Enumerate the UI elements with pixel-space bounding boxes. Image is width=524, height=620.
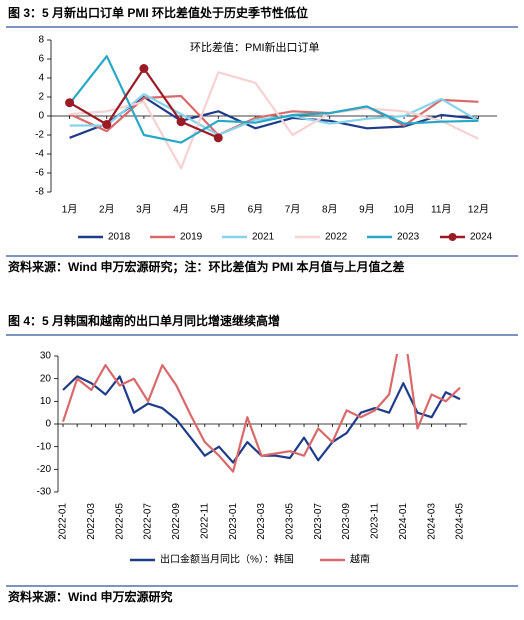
point [65,98,75,108]
series-line [68,55,479,144]
x-tick-label: 2023-09 [341,503,352,540]
x-tick-label: 1月 [62,204,78,216]
x-tick-label: 3月 [136,204,152,216]
y-tick-label: -4 [35,149,44,160]
y-tick-label: 0 [45,419,51,430]
figure-title: 图 4：5 月韩国和越南的出口单月同比增速继续高增 [8,313,280,328]
x-tick-label: 2024-01 [398,503,409,540]
series-line [69,95,479,139]
y-tick-label: -2 [35,130,44,141]
x-tick-label: 2022-09 [171,503,182,540]
y-tick-label: 20 [40,373,52,384]
legend-label: 越南 [350,553,370,566]
x-tick-label: 2022-11 [199,503,210,539]
legend-label: 2018 [108,232,131,243]
x-tick-label: 11月 [431,204,451,216]
point [176,117,186,127]
x-tick-label: 2022-01 [58,503,69,540]
series-line [61,354,461,473]
y-tick-label: 4 [38,73,44,84]
y-tick-label: 10 [40,396,52,407]
x-tick-label: 2022-07 [143,503,154,540]
series-line [62,375,461,464]
x-tick-label: 2月 [99,204,115,216]
x-tick-label: 2024-03 [426,503,437,540]
x-tick-label: 2022-05 [114,503,125,540]
x-tick-label: 12月 [468,204,489,216]
legend-label: 2023 [397,232,420,243]
y-tick-label: 2 [38,92,44,103]
x-tick-label: 2022-03 [86,503,97,540]
x-tick-label: 9月 [359,204,375,216]
y-tick-label: 0 [38,111,44,122]
x-tick-label: 2024-05 [455,503,466,540]
y-tick-label: 8 [38,35,44,46]
point [213,133,223,143]
x-tick-label: 2023-05 [284,503,295,540]
x-tick-label: 4月 [173,204,189,216]
figure-title: 图 3：5 月新出口订单 PMI 环比差值处于历史季节性低位 [8,5,308,20]
legend-label: 2022 [325,232,348,243]
point [139,64,149,73]
x-tick-label: 7月 [285,204,301,216]
source: 资料来源：Wind 申万宏源研究 [8,589,173,604]
y-tick-label: 30 [40,351,52,362]
y-tick-label: -8 [35,187,44,198]
x-tick-label: 2023-11 [370,503,381,539]
x-tick-label: 5月 [210,204,226,216]
plot [61,354,461,473]
y-tick-label: -10 [37,441,52,452]
x-tick-label: 10月 [394,204,415,216]
legend-label: 出口金额当月同比（%）：韩国 [160,553,294,566]
annotation: 环比差值：PMI新出口订单 [190,40,320,54]
x-tick-label: 8月 [322,204,338,216]
x-tick-label: 6月 [248,204,264,216]
series-line [69,71,479,170]
y-tick-label: -30 [37,487,52,498]
x-tick-label: 2023-07 [313,503,324,540]
legend-label: 2021 [252,232,275,243]
y-tick-label: -20 [37,464,52,475]
legend-label: 2019 [180,232,203,243]
point [102,120,112,130]
source: 资料来源：Wind 申万宏源研究；注：环比差值为 PMI 本月值与上月值之差 [8,259,405,274]
legend-label: 2024 [470,232,493,243]
legend-marker [448,233,457,241]
plot [65,55,479,170]
y-tick-label: -6 [35,168,44,179]
x-tick-label: 2023-03 [256,503,267,540]
y-tick-label: 6 [38,54,44,65]
x-tick-label: 2023-01 [228,503,239,540]
